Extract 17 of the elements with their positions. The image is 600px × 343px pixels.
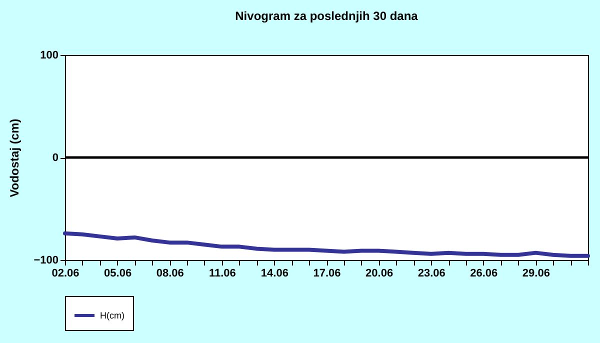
x-tick-label: 02.06	[52, 268, 80, 280]
x-tick-label: 23.06	[418, 268, 446, 280]
y-tick-label: 100	[40, 50, 58, 62]
x-tick-label: 26.06	[470, 268, 498, 280]
y-axis-title: Vodostaj (cm)	[8, 118, 22, 198]
y-tick-label: 0	[52, 152, 58, 164]
line-series	[63, 231, 590, 258]
y-tick-label: −100	[34, 254, 58, 266]
x-tick-label: 11.06	[208, 268, 236, 280]
legend-label: H(cm)	[100, 310, 124, 320]
x-tick-label: 20.06	[366, 268, 394, 280]
x-tick-label: 29.06	[522, 268, 550, 280]
chart-title: Nivogram za poslednjih 30 dana	[235, 9, 418, 23]
x-tick-label: 14.06	[260, 268, 288, 280]
x-tick-label: 17.06	[313, 268, 341, 280]
x-tick-label: 08.06	[156, 268, 184, 280]
x-tick-label: 05.06	[104, 268, 132, 280]
